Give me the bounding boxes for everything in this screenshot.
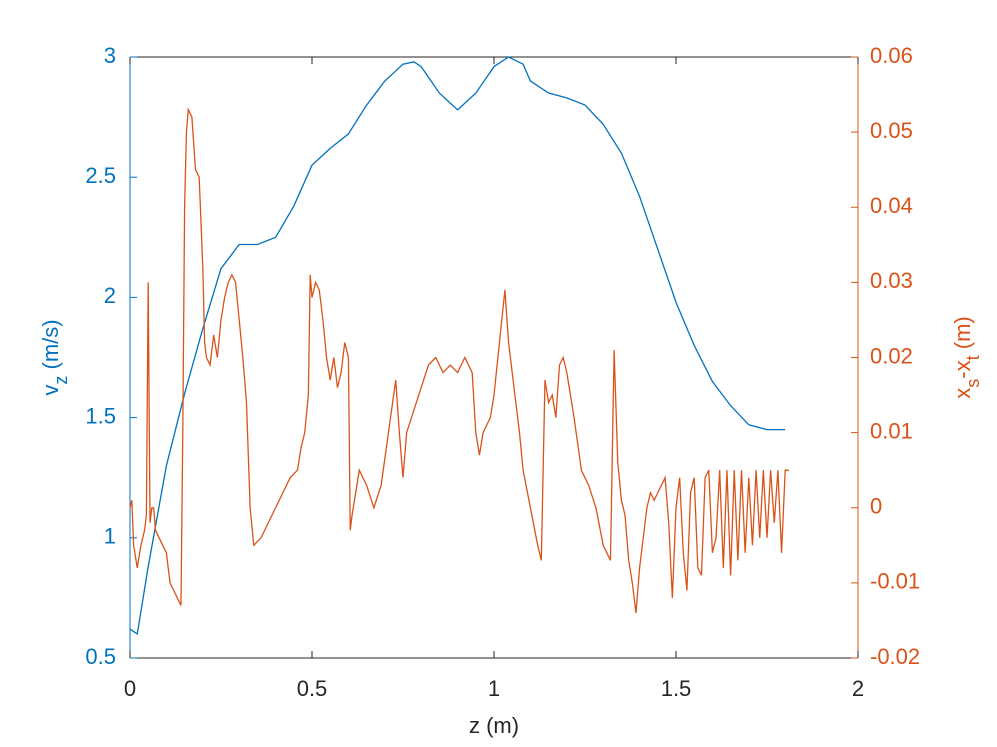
y2-tick-label: 0 <box>870 494 882 519</box>
y-axis-label-part: z <box>51 376 71 385</box>
y2-axis-label-part: t <box>963 355 983 360</box>
y-tick-label: 3 <box>104 43 116 68</box>
data-line <box>129 107 789 613</box>
y2-tick-label: -0.02 <box>870 644 920 669</box>
y2-tick-label: 0.05 <box>870 118 913 143</box>
y2-tick-label: 0.02 <box>870 343 913 368</box>
y-tick-label: 0.5 <box>85 644 116 669</box>
y-tick-label: 1.5 <box>85 403 116 428</box>
y2-axis-label: xs-xt (m) <box>950 316 983 398</box>
x-tick-label: 0 <box>124 676 136 701</box>
y-tick-label: 1 <box>104 524 116 549</box>
x-tick-label: 1 <box>488 676 500 701</box>
y-tick-label: 2 <box>104 283 116 308</box>
x-tick-label: 0.5 <box>297 676 328 701</box>
y-axis-label: vz (m/s) <box>38 319 71 395</box>
y2-tick-label: -0.01 <box>870 569 920 594</box>
y2-tick-label: 0.06 <box>870 43 913 68</box>
data-line <box>129 56 786 636</box>
y-axis-label-part: (m/s) <box>38 319 63 375</box>
y2-axis-label-part: s <box>963 379 983 388</box>
y-axis-label-part: v <box>38 385 63 396</box>
y2-tick-label: 0.03 <box>870 268 913 293</box>
y-tick-label: 2.5 <box>85 163 116 188</box>
y2-axis-label-part: -x <box>950 360 975 378</box>
y2-axis-label-part: x <box>950 388 975 399</box>
x-axis-label: z (m) <box>469 713 519 738</box>
x-tick-label: 1.5 <box>661 676 692 701</box>
y2-axis-label-part: (m) <box>950 316 975 355</box>
y2-tick-label: 0.01 <box>870 418 913 443</box>
x-tick-label: 2 <box>852 676 864 701</box>
y2-tick-label: 0.04 <box>870 193 913 218</box>
